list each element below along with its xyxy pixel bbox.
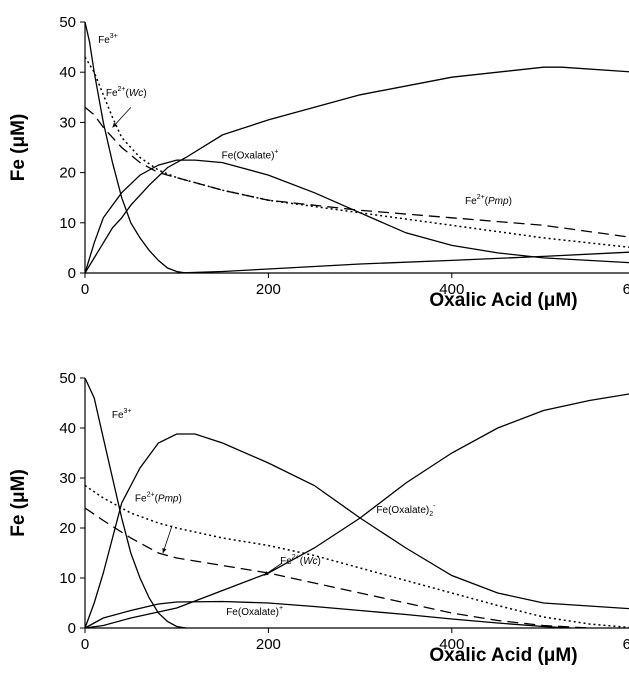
species-label: Fe(Oxalate)+	[226, 605, 283, 618]
x-tick-label: 0	[81, 281, 89, 298]
x-tick-label: 200	[256, 636, 281, 653]
series-line-solid	[84, 393, 629, 629]
y-tick-label: 50	[59, 14, 76, 31]
annotation-arrow	[263, 562, 283, 576]
species-label: Fe(Oxalate)2-	[376, 503, 436, 518]
y-tick-label: 40	[59, 420, 76, 437]
annotation-arrow	[162, 525, 173, 554]
series-line-solid	[84, 600, 572, 629]
series-line-dashed	[84, 106, 629, 238]
x-tick-label: 400	[439, 636, 464, 653]
annotation-arrow	[112, 107, 132, 128]
x-axis-title: Oxalic Acid (μM)	[429, 645, 577, 666]
species-label: Fe3+	[112, 408, 132, 421]
y-tick-label: 50	[59, 370, 76, 387]
y-axis-title: Fe (μM)	[8, 114, 29, 182]
x-tick-label: 600	[623, 636, 629, 653]
series-line-dotted	[84, 56, 629, 248]
chart-panel-ph-2: 0102030405002004006008001000Oxalic Acid …	[8, 14, 629, 311]
species-label: Fe2+(Wc)	[106, 86, 147, 99]
x-axis-title: Oxalic Acid (μM)	[429, 290, 577, 311]
series-line-solid	[176, 251, 629, 274]
species-label: Fe3+	[98, 33, 118, 46]
species-label: Fe2+(Wc)	[280, 554, 321, 567]
y-tick-label: 10	[59, 215, 76, 232]
series-line-solid	[84, 377, 187, 629]
chart-panel-ph-4-5: 0102030405002004006008001000Oxalic Acid …	[8, 370, 629, 666]
series-line-dashed	[84, 507, 590, 629]
x-tick-label: 0	[81, 636, 89, 653]
y-tick-label: 30	[59, 114, 76, 131]
x-tick-label: 200	[256, 281, 281, 298]
y-tick-label: 20	[59, 520, 76, 537]
x-tick-label: 600	[623, 281, 629, 298]
series-line-solid	[84, 21, 187, 274]
species-label: Fe2+(Pmp)	[135, 492, 182, 505]
y-tick-label: 30	[59, 470, 76, 487]
series-line-solid	[84, 433, 629, 629]
series-line-solid	[84, 66, 629, 274]
y-tick-label: 40	[59, 64, 76, 81]
y-axis-title: Fe (μM)	[8, 469, 29, 537]
y-tick-label: 10	[59, 570, 76, 587]
x-tick-label: 400	[439, 281, 464, 298]
y-tick-label: 0	[68, 265, 76, 282]
y-tick-label: 0	[68, 620, 76, 637]
species-label: Fe(Oxalate)+	[222, 149, 279, 162]
series-line-solid	[84, 159, 629, 274]
species-label: Fe2+(Pmp)	[465, 194, 512, 207]
series-line-dotted	[84, 484, 629, 629]
y-tick-label: 20	[59, 165, 76, 182]
